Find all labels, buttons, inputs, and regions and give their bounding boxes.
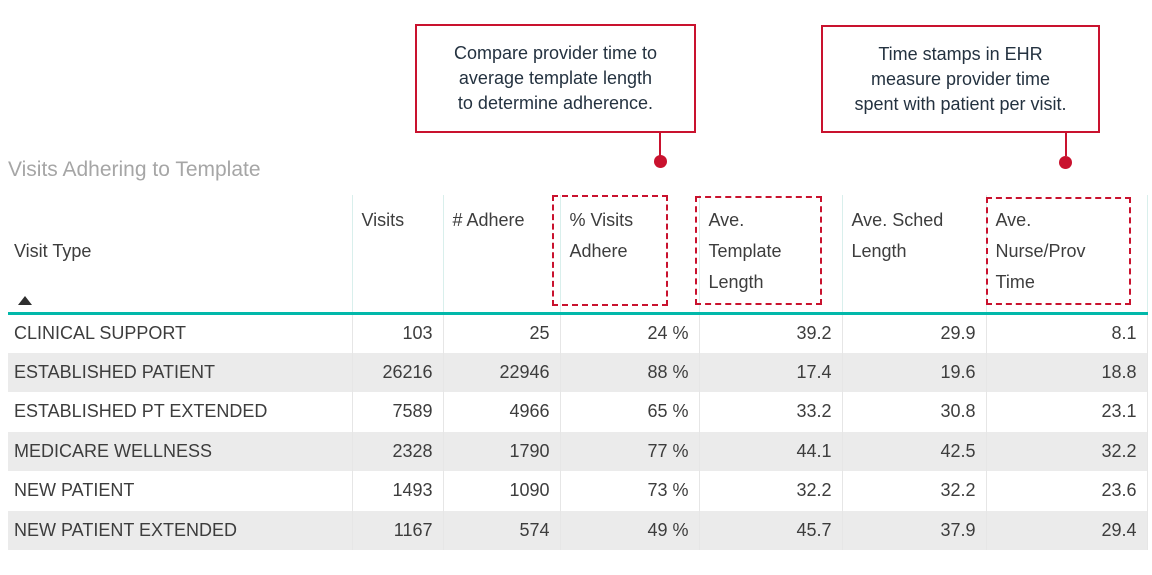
column-header-num-adhere[interactable]: # Adhere bbox=[442, 195, 560, 315]
annotation-box-pct-visits-adhere bbox=[552, 195, 668, 306]
cell-ave-template-length: 39.2 bbox=[698, 313, 842, 353]
cell-pct-visits-adhere: 88 % bbox=[559, 352, 699, 392]
table-row[interactable]: NEW PATIENT 1493 1090 73 % 32.2 32.2 23.… bbox=[8, 471, 1148, 511]
column-header-label: Visit Type bbox=[14, 241, 92, 261]
visits-adhering-table: Visit Type Visits # Adhere % Visits Adhe… bbox=[8, 195, 1148, 550]
sort-ascending-icon bbox=[18, 295, 32, 305]
cell-num-adhere: 25 bbox=[442, 313, 560, 353]
cell-ave-template-length: 33.2 bbox=[698, 392, 842, 432]
column-header-ave-sched-length[interactable]: Ave. Sched Length bbox=[841, 195, 986, 315]
cell-visits: 26216 bbox=[351, 352, 443, 392]
cell-ave-sched-length: 32.2 bbox=[841, 471, 986, 511]
cell-num-adhere: 22946 bbox=[442, 352, 560, 392]
cell-ave-sched-length: 30.8 bbox=[841, 392, 986, 432]
callout-pointer-dot-icon bbox=[654, 155, 667, 168]
cell-visits: 1167 bbox=[351, 510, 443, 550]
callout-line: spent with patient per visit. bbox=[854, 93, 1067, 114]
cell-ave-sched-length: 42.5 bbox=[841, 431, 986, 471]
cell-pct-visits-adhere: 24 % bbox=[559, 313, 699, 353]
column-header-visit-type[interactable]: Visit Type bbox=[8, 195, 352, 315]
cell-ave-nurse-prov-time: 18.8 bbox=[985, 352, 1148, 392]
cell-num-adhere: 4966 bbox=[442, 392, 560, 432]
cell-pct-visits-adhere: 77 % bbox=[559, 431, 699, 471]
cell-visits: 103 bbox=[351, 313, 443, 353]
cell-visits: 1493 bbox=[351, 471, 443, 511]
table-row[interactable]: CLINICAL SUPPORT 103 25 24 % 39.2 29.9 8… bbox=[8, 313, 1148, 353]
cell-ave-sched-length: 29.9 bbox=[841, 313, 986, 353]
cell-visit-type: ESTABLISHED PT EXTENDED bbox=[14, 401, 268, 422]
callout-connector-line bbox=[659, 133, 661, 156]
cell-num-adhere: 1090 bbox=[442, 471, 560, 511]
cell-ave-template-length: 44.1 bbox=[698, 431, 842, 471]
cell-pct-visits-adhere: 65 % bbox=[559, 392, 699, 432]
annotation-box-ave-nurse-prov-time bbox=[986, 197, 1131, 305]
annotation-box-ave-template-length bbox=[695, 196, 822, 305]
cell-visits: 2328 bbox=[351, 431, 443, 471]
cell-ave-sched-length: 19.6 bbox=[841, 352, 986, 392]
column-header-ave-template-length[interactable]: Ave. Template Length bbox=[698, 195, 842, 315]
cell-num-adhere: 1790 bbox=[442, 431, 560, 471]
column-header-pct-visits-adhere[interactable]: % Visits Adhere bbox=[559, 195, 699, 315]
callout-line: to determine adherence. bbox=[457, 93, 654, 113]
cell-visits: 7589 bbox=[351, 392, 443, 432]
cell-ave-nurse-prov-time: 8.1 bbox=[985, 313, 1148, 353]
cell-ave-template-length: 17.4 bbox=[698, 352, 842, 392]
callout-connector-line bbox=[1065, 133, 1067, 156]
table-row[interactable]: NEW PATIENT EXTENDED 1167 574 49 % 45.7 … bbox=[8, 510, 1148, 550]
callout-line: average template length bbox=[458, 68, 653, 88]
table-row[interactable]: ESTABLISHED PT EXTENDED 7589 4966 65 % 3… bbox=[8, 392, 1148, 432]
visual-title: Visits Adhering to Template bbox=[8, 158, 261, 181]
cell-ave-nurse-prov-time: 23.6 bbox=[985, 471, 1148, 511]
cell-visit-type: CLINICAL SUPPORT bbox=[14, 323, 187, 343]
cell-ave-template-length: 32.2 bbox=[698, 471, 842, 511]
callout-line: measure provider time bbox=[870, 68, 1051, 89]
cell-visit-type: NEW PATIENT EXTENDED bbox=[14, 519, 238, 540]
callout-line: Compare provider time to bbox=[453, 43, 658, 63]
cell-ave-nurse-prov-time: 29.4 bbox=[985, 510, 1148, 550]
table-header-row: Visit Type Visits # Adhere % Visits Adhe… bbox=[8, 195, 1148, 315]
cell-num-adhere: 574 bbox=[442, 510, 560, 550]
cell-visit-type: ESTABLISHED PATIENT bbox=[14, 361, 216, 382]
callout-timestamps-note: Time stamps in EHR measure provider time… bbox=[821, 25, 1100, 133]
column-header-visits[interactable]: Visits bbox=[351, 195, 443, 315]
cell-visit-type: NEW PATIENT bbox=[14, 480, 135, 501]
table-row[interactable]: MEDICARE WELLNESS 2328 1790 77 % 44.1 42… bbox=[8, 431, 1148, 471]
cell-ave-template-length: 45.7 bbox=[698, 510, 842, 550]
callout-pointer-dot-icon bbox=[1059, 156, 1072, 169]
cell-ave-sched-length: 37.9 bbox=[841, 510, 986, 550]
cell-ave-nurse-prov-time: 32.2 bbox=[985, 431, 1148, 471]
cell-pct-visits-adhere: 49 % bbox=[559, 510, 699, 550]
callout-line: Time stamps in EHR bbox=[878, 43, 1043, 64]
table-row[interactable]: ESTABLISHED PATIENT 26216 22946 88 % 17.… bbox=[8, 352, 1148, 392]
cell-visit-type: MEDICARE WELLNESS bbox=[14, 440, 213, 461]
cell-pct-visits-adhere: 73 % bbox=[559, 471, 699, 511]
callout-adherence-note: Compare provider time to average templat… bbox=[415, 24, 696, 133]
cell-ave-nurse-prov-time: 23.1 bbox=[985, 392, 1148, 432]
